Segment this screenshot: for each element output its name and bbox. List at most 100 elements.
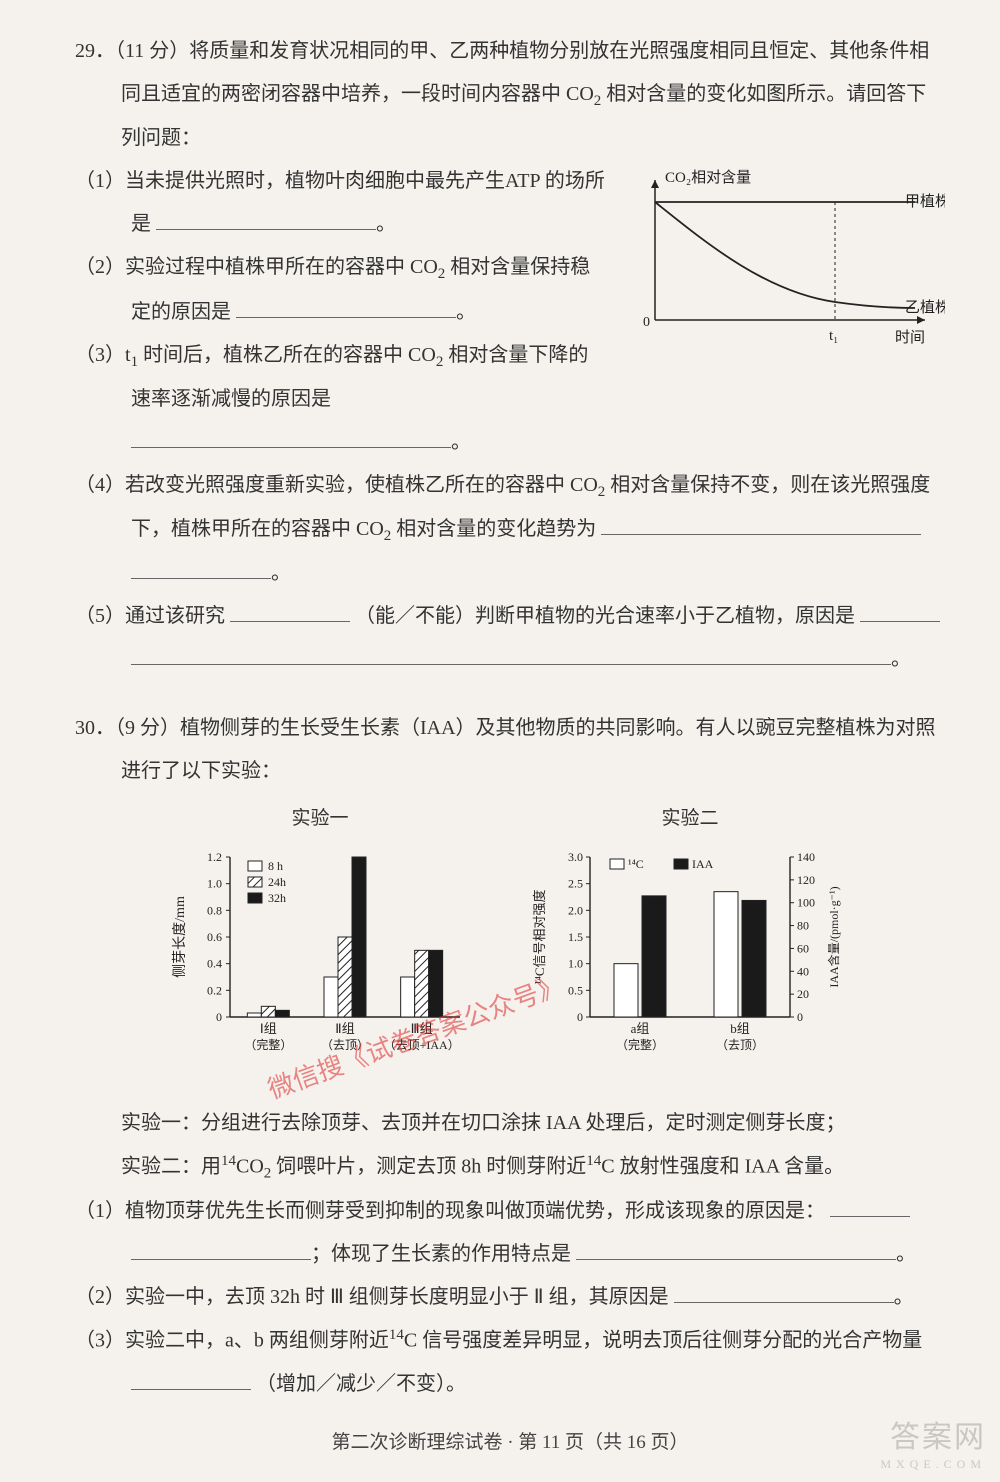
q29-p4-c: 相对含量的变化趋势为 xyxy=(391,518,596,540)
q30-p2-a: （2）实验一中，去顶 32h 时 Ⅲ 组侧芽长度明显小于 Ⅱ 组，其原因是 xyxy=(75,1286,669,1308)
q29-stem: 29．（11 分）将质量和发育状况相同的甲、乙两种植物分别放在光照强度相同且恒定… xyxy=(75,30,945,160)
blank xyxy=(131,1240,311,1260)
svg-text:60: 60 xyxy=(797,942,809,956)
svg-text:120: 120 xyxy=(797,873,815,887)
svg-text:CO₂相对含量: CO₂相对含量 xyxy=(665,169,751,186)
q29-p1-end: 。 xyxy=(376,213,396,235)
svg-text:Ⅰ组: Ⅰ组 xyxy=(260,1021,277,1036)
question-30: 30．（9 分）植物侧芽的生长受生长素（IAA）及其他物质的共同影响。有人以豌豆… xyxy=(75,707,945,1405)
svg-text:140: 140 xyxy=(797,850,815,864)
blank xyxy=(131,1370,251,1390)
svg-text:2.0: 2.0 xyxy=(568,903,583,917)
svg-text:1.2: 1.2 xyxy=(207,850,222,864)
page-footer: 第二次诊断理综试卷 · 第 11 页（共 16 页） xyxy=(75,1423,945,1464)
q30-number: 30． xyxy=(75,717,115,739)
sup14b: 14 xyxy=(586,1153,601,1169)
blank xyxy=(601,515,921,535)
q30-exp2-c: 饲喂叶片，测定去顶 8h 时侧芽附近 xyxy=(271,1156,586,1178)
svg-text:1.0: 1.0 xyxy=(568,957,583,971)
q29-chart-svg: 0CO₂相对含量时间t₁甲植株乙植株 xyxy=(615,160,945,360)
svg-text:Ⅲ组: Ⅲ组 xyxy=(411,1021,433,1036)
q30-chart1-svg: 00.20.40.60.81.01.2侧芽长度/mm8 h24h32hⅠ组（完整… xyxy=(170,842,470,1072)
svg-text:3.0: 3.0 xyxy=(568,850,583,864)
svg-text:甲植株: 甲植株 xyxy=(905,193,945,210)
q29-p3-a: （3）t xyxy=(75,344,131,366)
sup14a: 14 xyxy=(221,1153,236,1169)
q29-p4: （4）若改变光照强度重新实验，使植株乙所在的容器中 CO2 相对含量保持不变，则… xyxy=(85,464,945,553)
q29-p4-end: 。 xyxy=(271,562,291,584)
blank xyxy=(156,210,376,230)
svg-text:32h: 32h xyxy=(268,891,286,905)
q30-exp2-desc: 实验二：用14CO2 饲喂叶片，测定去顶 8h 时侧芽附近14C 放射性强度和 … xyxy=(75,1145,945,1190)
svg-text:80: 80 xyxy=(797,919,809,933)
svg-text:1.5: 1.5 xyxy=(568,930,583,944)
q30-p1: （1）植物顶芽优先生长而侧芽受到抑制的现象叫做顶端优势，形成该现象的原因是： xyxy=(85,1190,945,1233)
q30-p2: （2）实验一中，去顶 32h 时 Ⅲ 组侧芽长度明显小于 Ⅱ 组，其原因是 。 xyxy=(85,1276,945,1319)
svg-text:（完整）: （完整） xyxy=(616,1037,664,1052)
svg-text:（去顶+IAA）: （去顶+IAA） xyxy=(384,1038,460,1052)
q30-p3-c: （增加／减少／不变）。 xyxy=(256,1373,466,1395)
q29-p3-sub: 1 xyxy=(131,354,139,370)
q29-points: （11 分） xyxy=(115,40,189,62)
svg-text:（去顶）: （去顶） xyxy=(716,1038,764,1052)
svg-text:t₁: t₁ xyxy=(829,328,838,344)
q30-p1-line2: ；体现了生长素的作用特点是 。 xyxy=(75,1233,945,1276)
svg-text:（去顶）: （去顶） xyxy=(321,1038,369,1052)
q29-p5-a: （5）通过该研究 xyxy=(75,605,225,627)
q30-chart1-title: 实验一 xyxy=(170,799,470,840)
q30-chart2-title: 实验二 xyxy=(530,799,850,840)
svg-text:0.2: 0.2 xyxy=(207,983,222,997)
q30-p3-a: （3）实验二中，a、b 两组侧芽附近 xyxy=(75,1330,389,1352)
blank xyxy=(860,602,940,622)
blank xyxy=(230,602,350,622)
svg-text:¹⁴C信号相对强度: ¹⁴C信号相对强度 xyxy=(532,890,547,985)
svg-text:a组: a组 xyxy=(631,1021,650,1036)
q30-p3-b: C 信号强度差异明显，说明去顶后往侧芽分配的光合产物量 xyxy=(404,1330,922,1352)
q30-p1-a: （1）植物顶芽优先生长而侧芽受到抑制的现象叫做顶端优势，形成该现象的原因是： xyxy=(75,1200,825,1222)
q30-stem: 30．（9 分）植物侧芽的生长受生长素（IAA）及其他物质的共同影响。有人以豌豆… xyxy=(75,707,945,793)
sup14c: 14 xyxy=(389,1327,404,1343)
q30-chart2-box: 实验二 00.51.01.52.02.53.002040608010012014… xyxy=(530,799,850,1088)
q29-p5-line2: 。 xyxy=(75,638,945,681)
q30-p2-end: 。 xyxy=(894,1286,914,1308)
q29-p3-b: 时间后，植株乙所在的容器中 CO xyxy=(138,344,436,366)
svg-text:IAA含量/(pmol·g⁻¹): IAA含量/(pmol·g⁻¹) xyxy=(826,886,841,987)
question-29: 29．（11 分）将质量和发育状况相同的甲、乙两种植物分别放在光照强度相同且恒定… xyxy=(75,30,945,681)
svg-text:0: 0 xyxy=(643,315,650,330)
svg-text:0.4: 0.4 xyxy=(207,957,222,971)
svg-text:40: 40 xyxy=(797,964,809,978)
svg-text:0: 0 xyxy=(577,1010,583,1024)
svg-text:0: 0 xyxy=(216,1010,222,1024)
svg-text:乙植株: 乙植株 xyxy=(905,299,945,316)
q29-number: 29． xyxy=(75,40,115,62)
blank xyxy=(131,428,451,448)
svg-text:（完整）: （完整） xyxy=(244,1037,292,1052)
svg-text:0: 0 xyxy=(797,1010,803,1024)
q29-p2-a: （2）实验过程中植株甲所在的容器中 CO xyxy=(75,256,438,278)
svg-text:1.0: 1.0 xyxy=(207,877,222,891)
svg-text:¹⁴C: ¹⁴C xyxy=(628,857,644,871)
q30-exp1-desc: 实验一：分组进行去除顶芽、去顶并在切口涂抹 IAA 处理后，定时测定侧芽长度； xyxy=(75,1102,945,1145)
q30-exp2-b: CO xyxy=(236,1156,264,1178)
blank xyxy=(576,1240,896,1260)
q30-chart2-svg: 00.51.01.52.02.53.0020406080100120140¹⁴C… xyxy=(530,842,850,1072)
q30-exp2-a: 实验二：用 xyxy=(121,1156,221,1178)
q30-p1-end: 。 xyxy=(896,1243,916,1265)
q30-charts: 实验一 00.20.40.60.81.01.2侧芽长度/mm8 h24h32hⅠ… xyxy=(75,799,945,1088)
svg-text:24h: 24h xyxy=(268,875,286,889)
q30-points: （9 分） xyxy=(115,717,180,739)
q30-exp2-d: C 放射性强度和 IAA 含量。 xyxy=(601,1156,844,1178)
q30-exp1-desc-a: 实验一：分组进行去除顶芽、去顶并在切口涂抹 IAA 处理后，定时测定侧芽长度； xyxy=(121,1112,845,1134)
q30-stem-a: 植物侧芽的生长受生长素（IAA）及其他物质的共同影响。有人以豌豆完整植株为对照进… xyxy=(121,717,936,782)
svg-text:2.5: 2.5 xyxy=(568,877,583,891)
q29-p4-line2: 。 xyxy=(75,552,945,595)
svg-text:IAA: IAA xyxy=(692,857,714,871)
corner-sub: M X Q E . C O M xyxy=(880,1452,982,1478)
blank xyxy=(236,298,456,318)
q29-p2-end: 。 xyxy=(456,301,476,323)
q29-p5-end: 。 xyxy=(891,648,911,670)
blank xyxy=(131,645,891,665)
svg-text:8 h: 8 h xyxy=(268,859,283,873)
svg-text:0.8: 0.8 xyxy=(207,903,222,917)
q30-p1-b: ；体现了生长素的作用特点是 xyxy=(311,1243,571,1265)
